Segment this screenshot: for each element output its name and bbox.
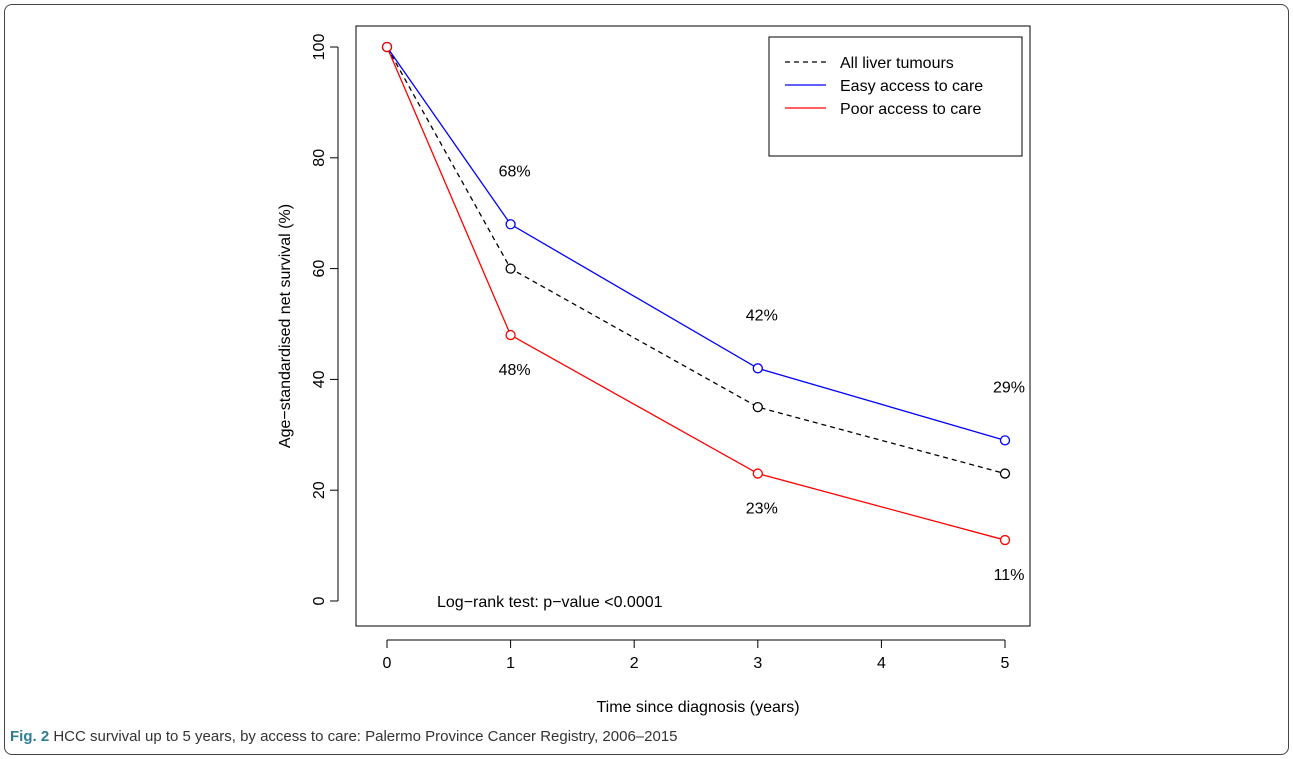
data-point-poor-access-to-care xyxy=(752,468,763,479)
x-tick-label: 4 xyxy=(877,655,886,672)
x-tick-label: 3 xyxy=(753,655,762,672)
y-tick-label: 40 xyxy=(311,370,328,388)
y-tick-label: 20 xyxy=(311,481,328,499)
figure-label: Fig. 2 xyxy=(10,728,50,745)
data-point-poor-access-to-care xyxy=(999,534,1011,546)
data-label-poor-access-to-care: 48% xyxy=(499,362,531,379)
data-label-poor-access-to-care: 23% xyxy=(746,501,778,518)
data-point-easy-access-to-care xyxy=(999,435,1011,446)
data-point-easy-access-to-care xyxy=(752,363,763,374)
legend-label-easy-access-to-care: Easy access to care xyxy=(840,78,983,95)
series-line-easy-access-to-care xyxy=(386,46,1006,441)
legend-label-all-liver-tumours: All liver tumours xyxy=(840,55,954,72)
figure-caption-text: HCC survival up to 5 years, by access to… xyxy=(53,728,678,745)
legend-label-poor-access-to-care: Poor access to care xyxy=(840,101,982,118)
x-tick-label: 5 xyxy=(1001,655,1010,672)
data-point-easy-access-to-care xyxy=(505,219,516,230)
figure-frame xyxy=(4,4,1289,755)
data-point-all-liver-tumours xyxy=(752,401,763,413)
data-point-all-liver-tumours xyxy=(505,263,516,274)
x-tick-label: 1 xyxy=(506,655,515,672)
y-tick-label: 60 xyxy=(311,260,328,278)
data-label-easy-access-to-care: 29% xyxy=(993,379,1025,396)
y-tick-label: 100 xyxy=(311,34,328,61)
data-label-easy-access-to-care: 68% xyxy=(499,163,531,180)
x-axis-label: Time since diagnosis (years) xyxy=(596,699,799,716)
y-tick-label: 0 xyxy=(311,596,328,605)
data-point-poor-access-to-care xyxy=(505,329,516,341)
figure-caption: Fig. 2 HCC survival up to 5 years, by ac… xyxy=(10,728,678,745)
x-tick-label: 2 xyxy=(630,655,639,672)
plot-area-border xyxy=(355,25,1031,627)
data-point-poor-access-to-care xyxy=(381,41,393,53)
x-tick-label: 0 xyxy=(383,655,392,672)
data-label-poor-access-to-care: 11% xyxy=(994,567,1025,584)
legend: All liver tumours Easy access to care Poor… xyxy=(768,36,1023,157)
series-line-all-liver-tumours xyxy=(386,46,1006,475)
data-point-all-liver-tumours xyxy=(999,468,1011,479)
data-label-easy-access-to-care: 42% xyxy=(746,307,778,324)
legend-box xyxy=(768,36,1023,157)
log-rank-annotation: Log−rank test: p−value <0.0001 xyxy=(437,594,663,611)
series-line-poor-access-to-care xyxy=(386,46,1006,541)
y-axis-label: Age−standardised net survival (%) xyxy=(277,204,294,448)
survival-line-chart: 0 1 2 3 4 5 0 20 40 60 80 100 68% 42% 29% 48% 23% 11% Lo… xyxy=(277,25,1031,716)
y-tick-label: 80 xyxy=(311,149,328,167)
